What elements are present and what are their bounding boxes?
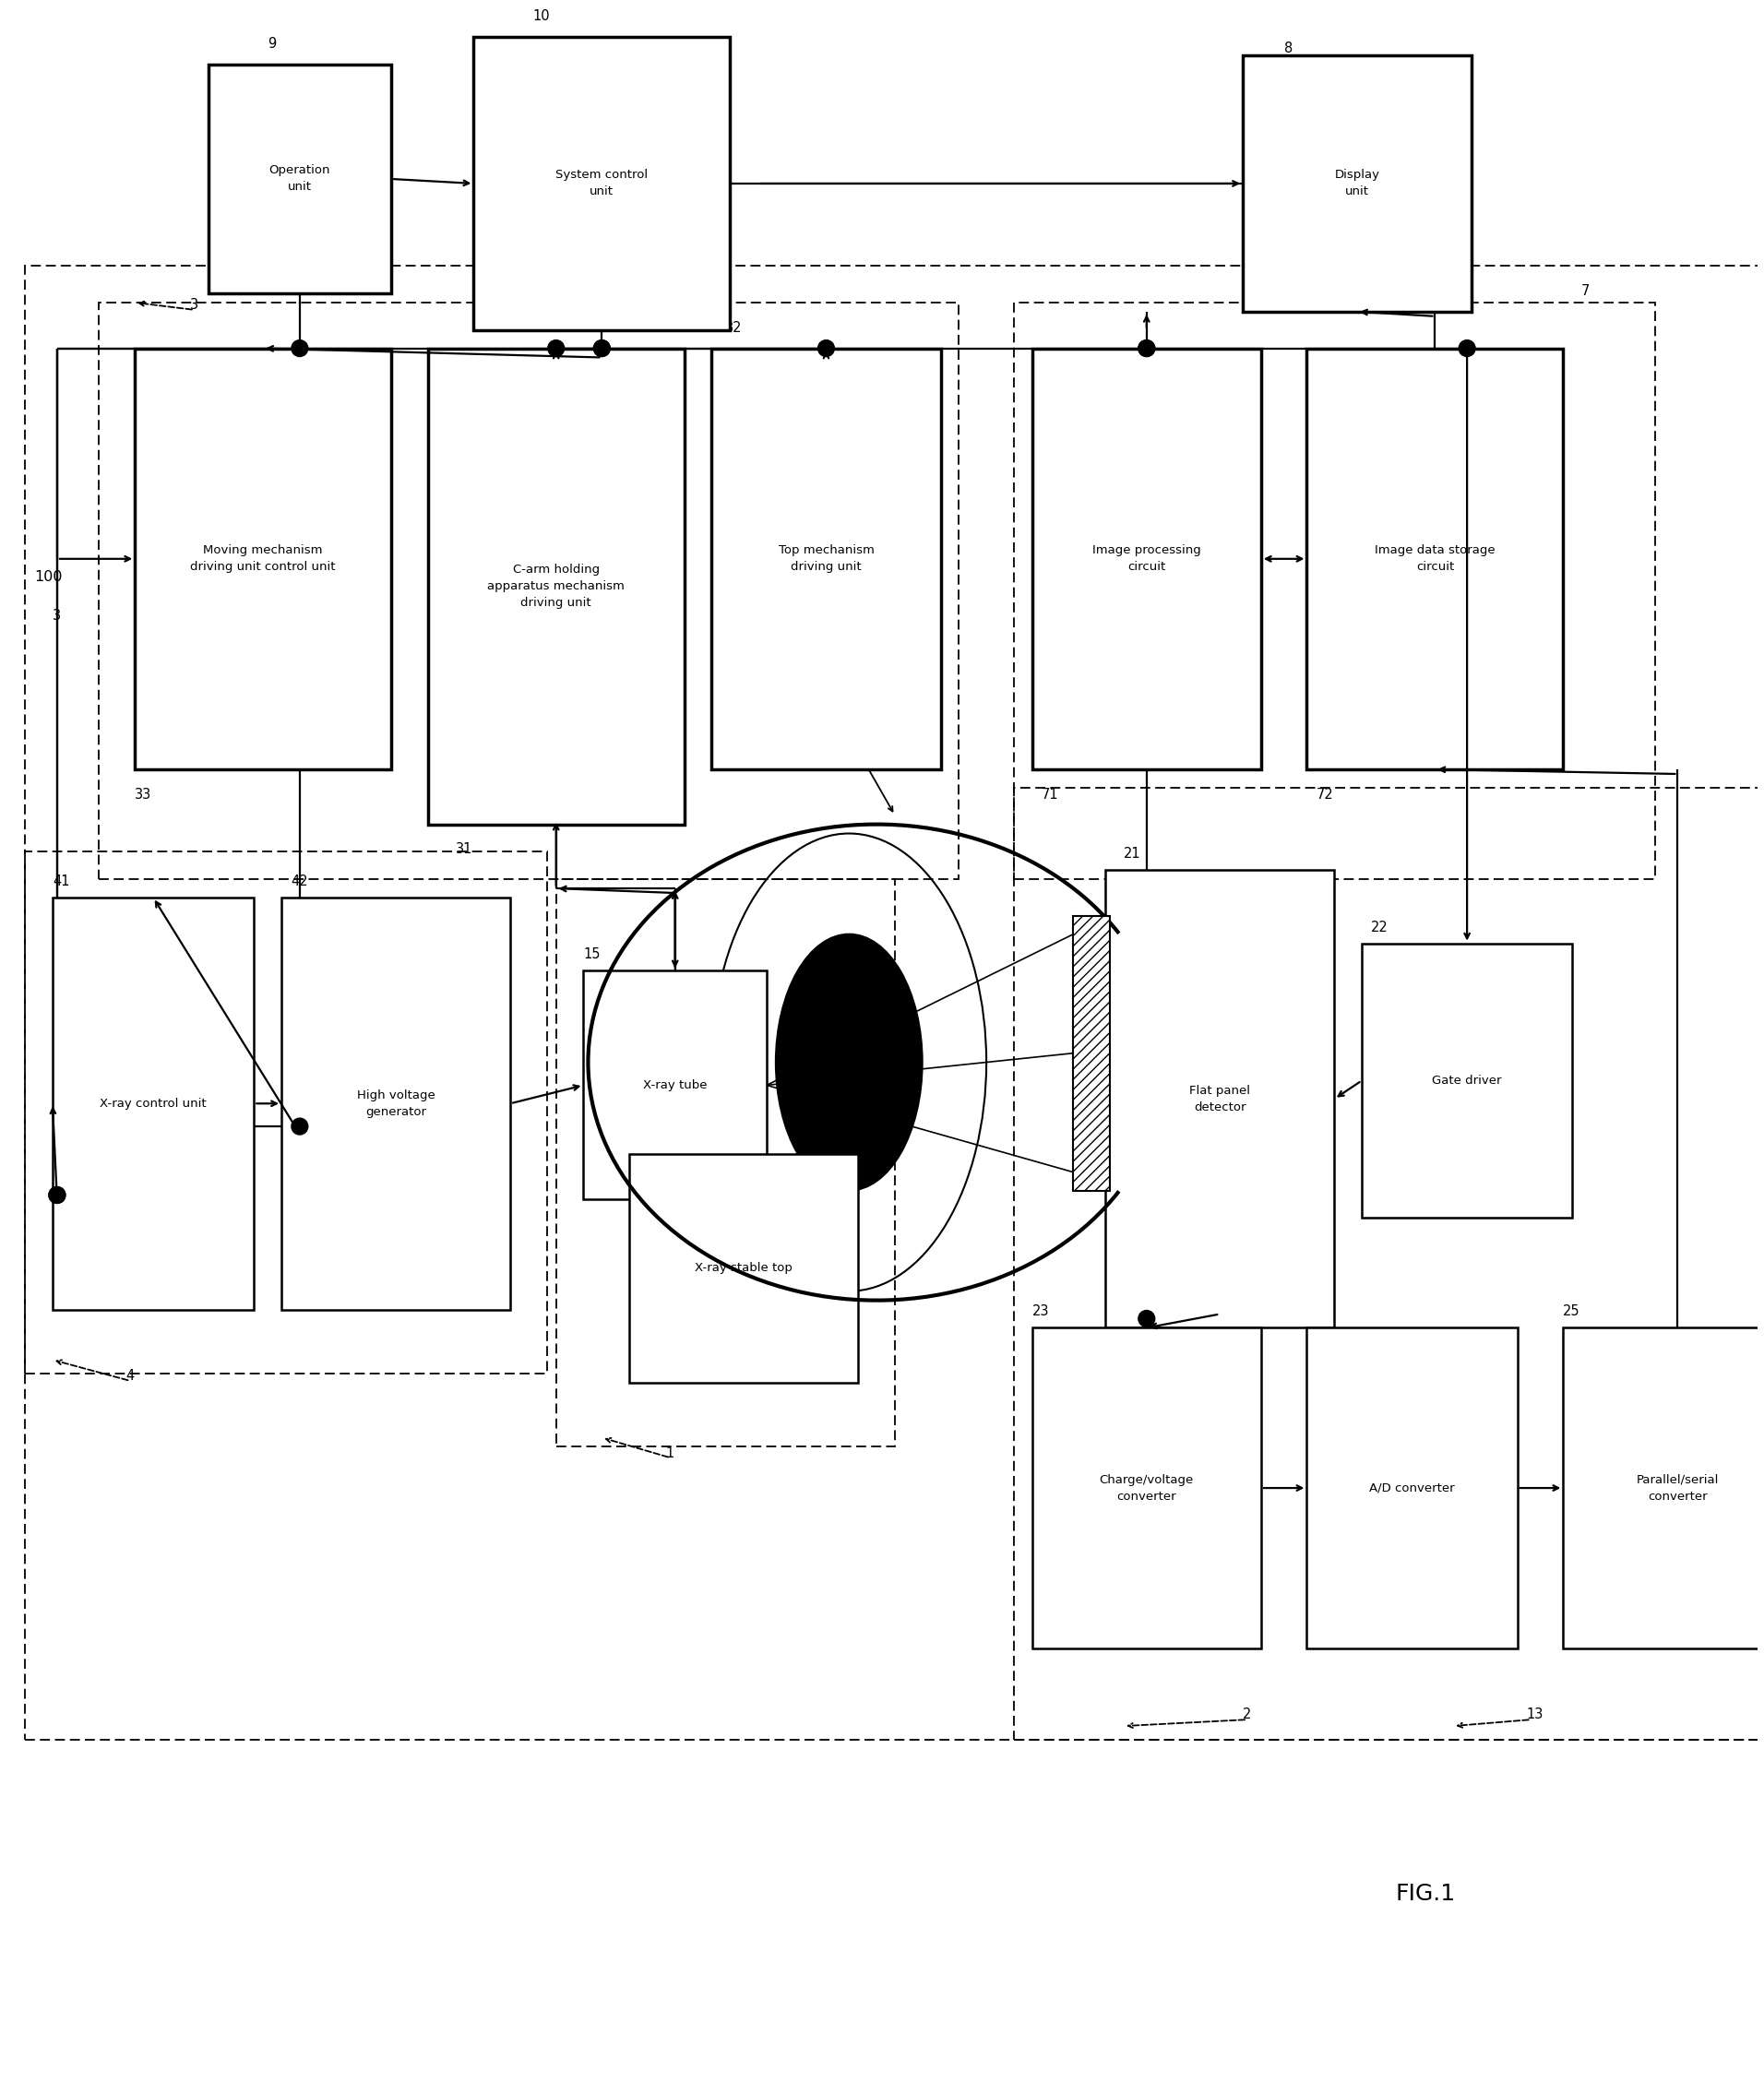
Circle shape: [49, 1187, 65, 1204]
FancyBboxPatch shape: [53, 898, 254, 1309]
Bar: [1073, 915, 1110, 1191]
Text: 22: 22: [1371, 921, 1388, 934]
Text: 13: 13: [1526, 1707, 1544, 1721]
FancyBboxPatch shape: [711, 348, 940, 768]
Text: 25: 25: [1563, 1305, 1581, 1319]
Text: System control
unit: System control unit: [556, 170, 647, 197]
Text: 16: 16: [633, 1131, 651, 1145]
Circle shape: [1138, 339, 1155, 356]
Circle shape: [291, 1118, 309, 1135]
FancyBboxPatch shape: [584, 972, 767, 1200]
Text: Flat panel
detector: Flat panel detector: [1189, 1085, 1251, 1114]
Text: Moving mechanism
driving unit control unit: Moving mechanism driving unit control un…: [191, 544, 335, 574]
Text: X-ray stable top: X-ray stable top: [695, 1263, 792, 1275]
Text: 17: 17: [1064, 1342, 1081, 1355]
FancyBboxPatch shape: [208, 65, 392, 293]
FancyBboxPatch shape: [1242, 54, 1471, 312]
Circle shape: [1459, 339, 1475, 356]
Text: 33: 33: [134, 787, 152, 802]
Circle shape: [49, 1187, 65, 1204]
Text: 100: 100: [34, 570, 62, 584]
FancyBboxPatch shape: [1307, 1328, 1517, 1648]
Text: Parallel/serial
converter: Parallel/serial converter: [1637, 1474, 1718, 1501]
Text: Charge/voltage
converter: Charge/voltage converter: [1099, 1474, 1194, 1501]
Text: 23: 23: [1032, 1305, 1050, 1319]
Text: Operation
unit: Operation unit: [270, 165, 330, 193]
Text: Top mechanism
driving unit: Top mechanism driving unit: [778, 544, 875, 574]
FancyBboxPatch shape: [282, 898, 510, 1309]
FancyBboxPatch shape: [1106, 871, 1334, 1328]
Text: 1: 1: [667, 1447, 674, 1460]
Text: 7: 7: [1582, 285, 1589, 297]
FancyBboxPatch shape: [1032, 1328, 1261, 1648]
Text: C-arm holding
apparatus mechanism
driving unit: C-arm holding apparatus mechanism drivin…: [487, 563, 624, 609]
Text: 4: 4: [125, 1369, 134, 1382]
FancyBboxPatch shape: [134, 348, 392, 768]
Circle shape: [549, 339, 564, 356]
Text: 41: 41: [53, 875, 69, 888]
Text: 2: 2: [1242, 1707, 1251, 1721]
Text: Image processing
circuit: Image processing circuit: [1092, 544, 1201, 574]
Text: 3: 3: [191, 297, 198, 312]
Text: X-ray tube: X-ray tube: [644, 1078, 707, 1091]
Text: Image data storage
circuit: Image data storage circuit: [1374, 544, 1496, 574]
FancyBboxPatch shape: [630, 1154, 859, 1382]
Text: 42: 42: [291, 875, 307, 888]
Text: A/D converter: A/D converter: [1369, 1483, 1455, 1493]
Text: Display
unit: Display unit: [1335, 170, 1379, 197]
Text: 32: 32: [725, 320, 743, 335]
Text: 72: 72: [1316, 787, 1334, 802]
Circle shape: [1138, 1311, 1155, 1328]
Text: 31: 31: [455, 842, 473, 856]
Text: 150: 150: [785, 1332, 811, 1346]
Text: 15: 15: [584, 949, 600, 961]
Text: 3: 3: [53, 609, 62, 622]
FancyBboxPatch shape: [475, 38, 730, 331]
FancyBboxPatch shape: [1032, 348, 1261, 768]
Circle shape: [594, 339, 610, 356]
FancyBboxPatch shape: [1307, 348, 1563, 768]
Text: 8: 8: [1284, 42, 1293, 54]
Text: 24: 24: [1307, 1305, 1325, 1319]
Text: 10: 10: [533, 10, 550, 23]
Circle shape: [291, 339, 309, 356]
Ellipse shape: [776, 934, 923, 1191]
Circle shape: [594, 339, 610, 356]
Text: 21: 21: [1124, 848, 1141, 861]
Text: Gate driver: Gate driver: [1432, 1074, 1501, 1087]
Circle shape: [1138, 339, 1155, 356]
Text: X-ray control unit: X-ray control unit: [101, 1097, 206, 1110]
FancyBboxPatch shape: [1563, 1328, 1764, 1648]
Text: 5: 5: [848, 729, 857, 741]
FancyBboxPatch shape: [1362, 942, 1572, 1219]
Text: 71: 71: [1041, 787, 1058, 802]
Circle shape: [818, 339, 834, 356]
Text: 9: 9: [268, 38, 277, 50]
FancyBboxPatch shape: [429, 348, 684, 825]
Text: High voltage
generator: High voltage generator: [356, 1089, 436, 1118]
Text: FIG.1: FIG.1: [1395, 1883, 1455, 1906]
